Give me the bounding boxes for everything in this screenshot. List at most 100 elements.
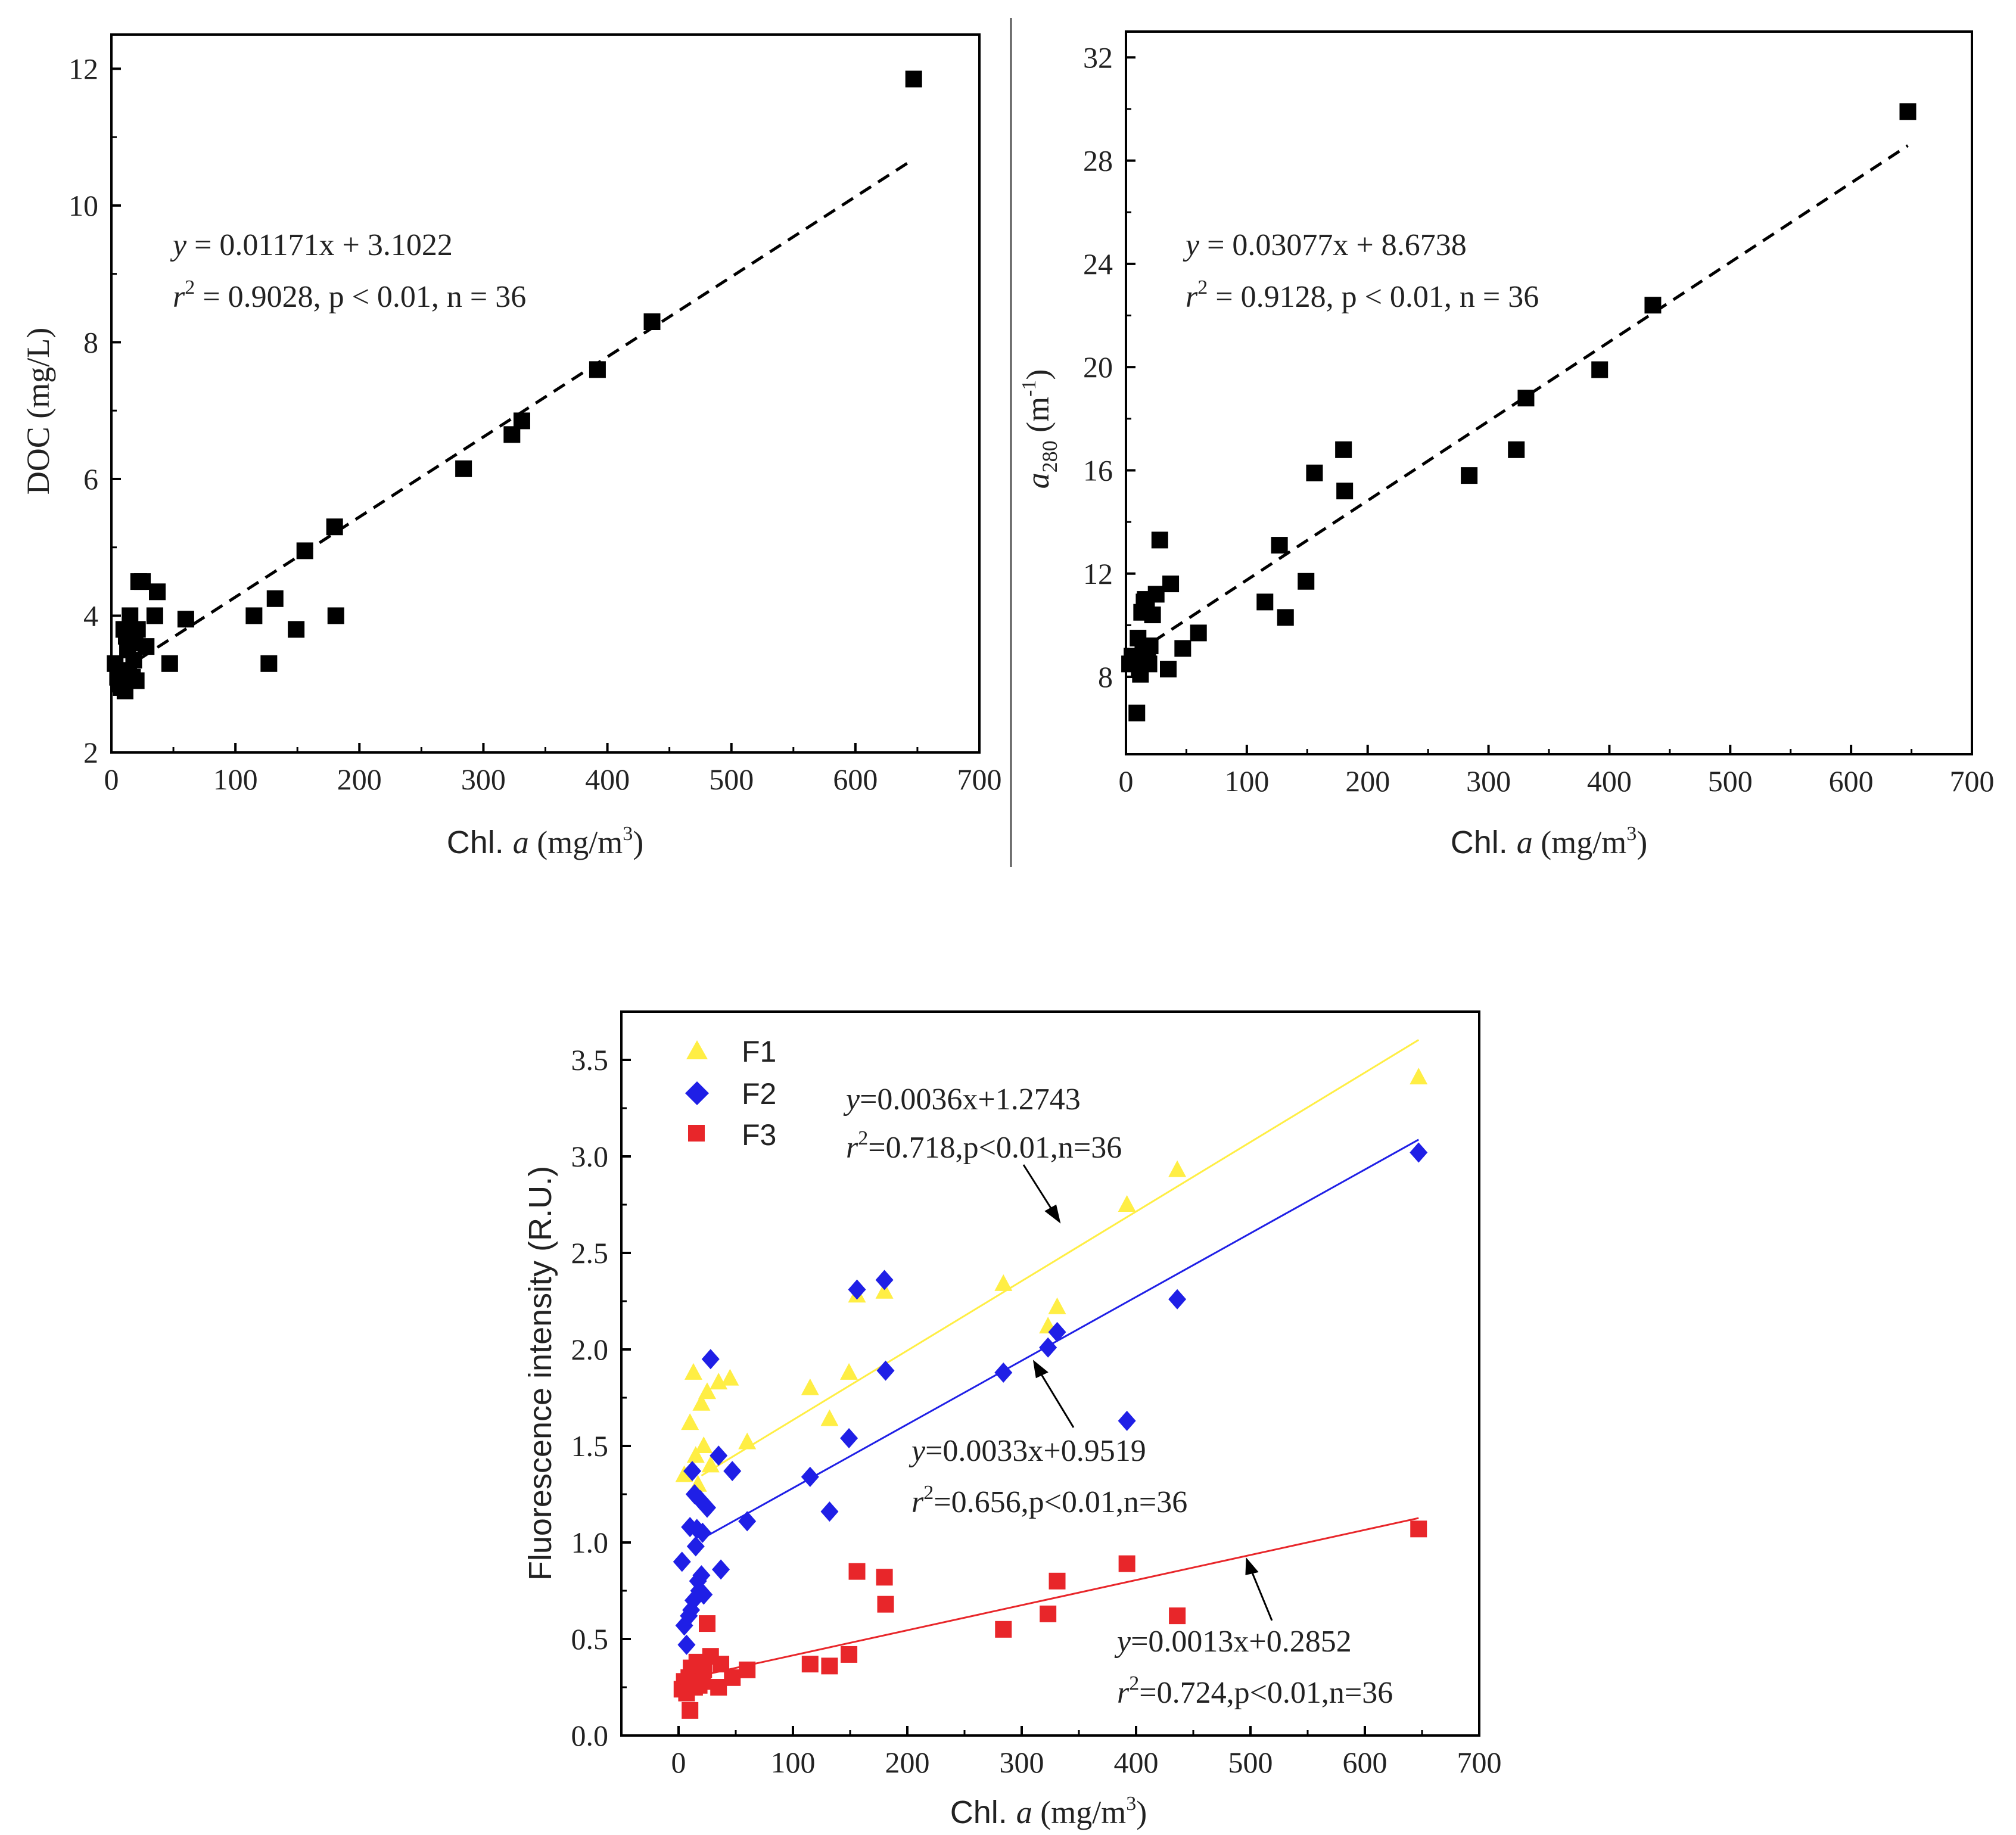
- doc-eq-r: r: [173, 280, 185, 314]
- fluor-axis-ticks: 0 100 200 300 400 500 600 700 0.0 0.5 1.0 1.5 2.0 2.5…: [571, 1043, 1502, 1779]
- fluor-y-axis-label: Fluorescence intensity (R.U.): [522, 1166, 558, 1581]
- F1-point: [695, 1436, 713, 1453]
- a280-point: [1160, 661, 1177, 678]
- a280-point: [1508, 441, 1525, 458]
- doc-fit-line: [120, 157, 915, 672]
- a280-xtick-label: 600: [1829, 764, 1874, 798]
- a280-yl-unit-open: (m: [1020, 397, 1056, 441]
- a280-point: [1644, 297, 1662, 314]
- F1-eq-text: =0.0036x+1.2743: [860, 1083, 1081, 1116]
- doc-ytick-label: 2: [83, 736, 98, 769]
- a280-xtick-label: 200: [1345, 764, 1390, 798]
- a280-point: [1336, 483, 1354, 500]
- F3-equation-line1: y=0.0013x+0.2852: [1114, 1625, 1352, 1659]
- a280-eq-stats: = 0.9128, p < 0.01, n = 36: [1208, 280, 1539, 314]
- a280-axis-ticks: 0 100 200 300 400 500 600 700 8 12 16 20 24 28 32: [1083, 41, 1995, 798]
- F1-point: [701, 1455, 720, 1473]
- F3-point: [876, 1569, 893, 1586]
- F2-eq-y: y: [909, 1434, 926, 1468]
- doc-ytick-label: 10: [69, 189, 98, 222]
- F1-point: [681, 1413, 699, 1430]
- doc-xl-suffix: ): [633, 825, 643, 860]
- fluor-xl-sup: 3: [1126, 1793, 1136, 1815]
- F3-point: [877, 1595, 894, 1613]
- doc-equation-line2: r2 = 0.9028, p < 0.01, n = 36: [173, 276, 526, 314]
- a280-xtick-label: 400: [1587, 764, 1632, 798]
- doc-plot-frame: [110, 33, 981, 754]
- a280-point: [1140, 655, 1158, 673]
- F2-equation-line1: y=0.0033x+0.9519: [909, 1434, 1146, 1468]
- a280-xtick-label: 0: [1119, 764, 1134, 798]
- F1-eq-y: y: [843, 1083, 860, 1116]
- doc-xl-prefix: Chl.: [447, 825, 513, 860]
- doc-xtick-label: 100: [213, 763, 258, 796]
- F1-eq-r: r: [846, 1131, 858, 1165]
- a280-ytick-label: 12: [1083, 557, 1113, 590]
- F3-point: [801, 1656, 819, 1673]
- a280-xtick-label: 300: [1466, 764, 1511, 798]
- legend-F1-marker: [686, 1040, 708, 1059]
- a280-point: [1335, 441, 1352, 458]
- F3-point: [682, 1702, 699, 1719]
- F1-point: [698, 1382, 716, 1399]
- doc-axis-ticks: 0 100 200 300 400 500 600 700 2 4 6 8 10 12: [69, 52, 1002, 796]
- F2-eq-stats: =0.656,p<0.01,n=36: [934, 1485, 1187, 1519]
- F3-point: [1118, 1555, 1135, 1572]
- doc-xtick-label: 600: [833, 763, 878, 796]
- F3-eq-r: r: [1117, 1676, 1130, 1710]
- F1-point: [820, 1409, 839, 1426]
- fluor-annotation-arrows: [1022, 1164, 1273, 1621]
- a280-ytick-label: 16: [1083, 453, 1113, 487]
- doc-point: [134, 573, 151, 590]
- doc-equation-line1: y = 0.01171x + 3.1022: [170, 228, 453, 262]
- doc-point: [513, 412, 530, 430]
- doc-point: [129, 621, 146, 638]
- F3-point: [1169, 1607, 1186, 1625]
- a280-ytick-label: 24: [1083, 247, 1113, 281]
- doc-point: [149, 583, 166, 601]
- fluor-x-axis-label: Chl. a (mg/m3): [950, 1793, 1147, 1830]
- doc-xl-sup: 3: [623, 823, 633, 845]
- doc-point: [177, 611, 194, 628]
- a280-point: [1147, 586, 1165, 603]
- fluor-xtick-label: 0: [671, 1746, 686, 1779]
- a280-point: [1141, 637, 1159, 655]
- doc-ytick-label: 12: [69, 52, 98, 85]
- fluor-xtick-label: 600: [1343, 1746, 1387, 1779]
- F1-regression-line: [701, 1039, 1420, 1477]
- F2-point: [738, 1511, 757, 1532]
- a280-ytick-label: 8: [1098, 660, 1113, 693]
- F2-point: [1048, 1321, 1066, 1342]
- F1-eq-stats: =0.718,p<0.01,n=36: [868, 1131, 1122, 1165]
- F2-point: [712, 1559, 730, 1580]
- doc-point: [455, 460, 472, 477]
- a280-eq-y: y: [1183, 228, 1200, 262]
- F2-point: [710, 1445, 728, 1466]
- a280-yl-unit-close: ): [1020, 369, 1056, 380]
- F2-point: [801, 1466, 819, 1487]
- F3-point: [821, 1657, 838, 1675]
- doc-point: [326, 518, 343, 536]
- F2-point: [876, 1360, 895, 1381]
- F3-point: [1049, 1572, 1066, 1590]
- doc-point: [288, 621, 305, 638]
- a280-point: [1277, 609, 1294, 626]
- F3-point: [841, 1646, 858, 1663]
- F2-point: [994, 1362, 1013, 1383]
- a280-xtick-label: 500: [1708, 764, 1753, 798]
- F2-point: [693, 1522, 712, 1543]
- F3-eq-r-sup: 2: [1129, 1672, 1139, 1694]
- F1-point: [1168, 1160, 1187, 1177]
- doc-ytick-label: 6: [83, 462, 98, 496]
- doc-point: [146, 607, 163, 624]
- F2-point: [698, 1497, 716, 1518]
- F1-arrowhead: [1044, 1204, 1061, 1224]
- a280-plot-frame: [1125, 30, 1973, 755]
- a280-yl-var: a: [1020, 472, 1056, 489]
- F2-point: [1039, 1337, 1057, 1358]
- doc-point: [161, 655, 178, 672]
- a280-equation-line2: r2 = 0.9128, p < 0.01, n = 36: [1186, 276, 1539, 314]
- a280-data-points: [1121, 103, 1917, 721]
- doc-ytick-label: 4: [83, 599, 98, 632]
- F3-equation-line2: r2=0.724,p<0.01,n=36: [1117, 1672, 1393, 1710]
